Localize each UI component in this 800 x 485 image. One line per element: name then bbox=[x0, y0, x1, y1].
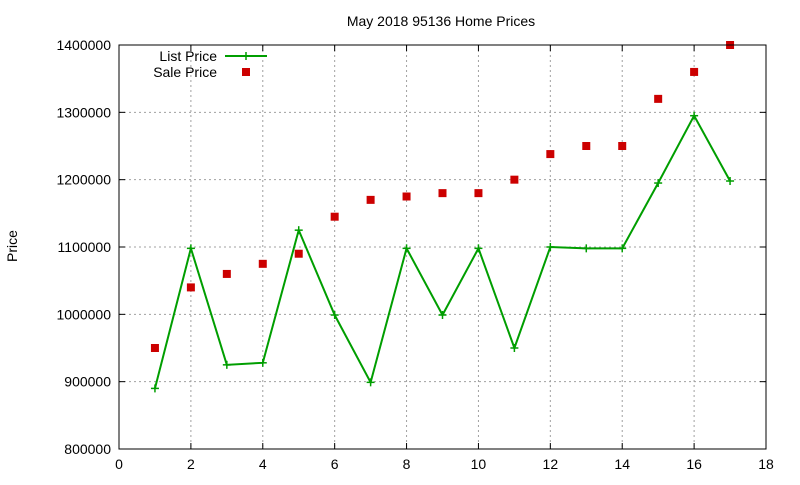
x-tick-label: 16 bbox=[686, 456, 702, 472]
axis-ticks: 0 2 4 6 8 10 12 14 16 18 800000 900000 1000000 110000… bbox=[56, 37, 774, 472]
y-tick-label: 800000 bbox=[64, 441, 111, 457]
data-point-sale-price bbox=[186, 283, 195, 292]
legend-marker-list-price bbox=[242, 52, 250, 60]
series-layer bbox=[150, 41, 735, 393]
data-point-list-price bbox=[618, 244, 627, 253]
legend-plus-glyph bbox=[242, 52, 250, 60]
y-tick-label: 1400000 bbox=[56, 37, 111, 53]
data-point-list-price bbox=[222, 360, 231, 369]
data-point-list-price bbox=[690, 111, 699, 120]
data-point-list-price bbox=[726, 177, 735, 186]
plot-frame bbox=[118, 44, 767, 450]
data-point-sale-price bbox=[258, 259, 267, 268]
data-point-list-price bbox=[366, 378, 375, 387]
data-point-sale-price bbox=[582, 142, 591, 150]
grid-lines bbox=[119, 45, 766, 449]
x-tick-label: 12 bbox=[543, 456, 559, 472]
data-point-sale-price bbox=[366, 195, 375, 204]
data-point-sale-price bbox=[510, 175, 519, 184]
series-line-list-price bbox=[153, 113, 731, 389]
data-point-list-price bbox=[654, 179, 663, 188]
data-point-sale-price bbox=[654, 94, 663, 103]
legend-entry-list-price: List Price bbox=[159, 48, 267, 64]
x-tick-label: 0 bbox=[115, 456, 123, 472]
y-tick-label: 1300000 bbox=[56, 104, 111, 120]
data-point-sale-price bbox=[546, 150, 555, 159]
data-point-sale-price bbox=[294, 249, 303, 258]
y-tick-label: 1100000 bbox=[58, 239, 112, 255]
data-point-list-price bbox=[582, 244, 591, 253]
data-point-sale-price bbox=[402, 192, 411, 201]
data-point-list-price bbox=[150, 384, 159, 393]
y-tick-label: 900000 bbox=[64, 374, 111, 390]
data-point-sale-price bbox=[438, 189, 447, 198]
data-point-sale-price bbox=[222, 269, 231, 278]
data-point-sale-price bbox=[150, 344, 159, 352]
data-point-list-price bbox=[330, 311, 339, 320]
data-point-list-price bbox=[510, 344, 519, 352]
data-point-sale-price bbox=[330, 212, 339, 221]
data-point-list-price bbox=[186, 244, 195, 253]
legend-label-sale-price: Sale Price bbox=[153, 64, 217, 80]
data-point-list-price bbox=[402, 244, 411, 253]
x-tick-label: 10 bbox=[471, 456, 487, 472]
x-tick-label: 4 bbox=[259, 456, 267, 472]
data-point-list-price bbox=[546, 243, 555, 251]
y-tick-label: 1000000 bbox=[56, 306, 111, 322]
x-tick-label: 6 bbox=[331, 456, 339, 472]
legend-marker-sale-price bbox=[242, 68, 250, 76]
data-point-sale-price bbox=[690, 67, 699, 76]
x-tick-label: 8 bbox=[403, 456, 411, 472]
data-point-list-price bbox=[294, 226, 303, 235]
data-point-sale-price bbox=[474, 189, 483, 198]
data-point-list-price bbox=[258, 358, 267, 367]
y-axis-label: Price bbox=[4, 230, 20, 262]
data-point-list-price bbox=[474, 244, 483, 253]
legend: List Price Sale Price bbox=[153, 48, 267, 80]
legend-entry-sale-price: Sale Price bbox=[153, 64, 250, 80]
x-tick-label: 14 bbox=[614, 456, 630, 472]
data-point-sale-price bbox=[618, 142, 627, 150]
legend-label-list-price: List Price bbox=[159, 48, 217, 64]
y-tick-label: 1200000 bbox=[56, 172, 111, 188]
data-point-list-price bbox=[438, 311, 447, 320]
chart-title: May 2018 95136 Home Prices bbox=[347, 13, 535, 29]
x-tick-label: 18 bbox=[758, 456, 774, 472]
x-tick-label: 2 bbox=[187, 456, 195, 472]
